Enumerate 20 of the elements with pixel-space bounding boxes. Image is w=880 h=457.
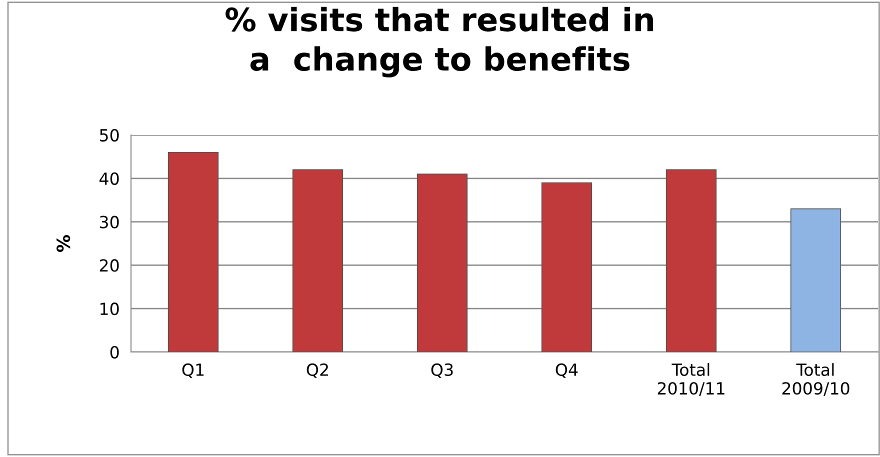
bar [790,208,842,352]
bar [541,182,592,352]
bar [168,152,219,352]
y-tick-label: 10 [100,302,119,316]
x-tick-label: Q1 [182,363,204,378]
y-tick-label: 0 [110,346,119,359]
x-tick-label: Total 2010/11 [658,363,724,396]
x-tick-label: Q4 [556,363,578,378]
bar [666,169,717,352]
y-tick-label: 50 [100,128,119,142]
bar [416,174,468,352]
x-tick-label: Total 2009/10 [782,363,850,396]
y-tick-label: 40 [99,172,119,185]
chart-title: % visits that resulted in a change to benefits [226,6,653,78]
y-axis-title: % [56,235,70,252]
y-tick-label: 20 [100,259,119,272]
x-tick-label: Q3 [431,363,453,378]
y-tick-label: 30 [100,216,119,228]
bar [292,169,344,352]
x-tick-label: Q2 [306,363,328,378]
